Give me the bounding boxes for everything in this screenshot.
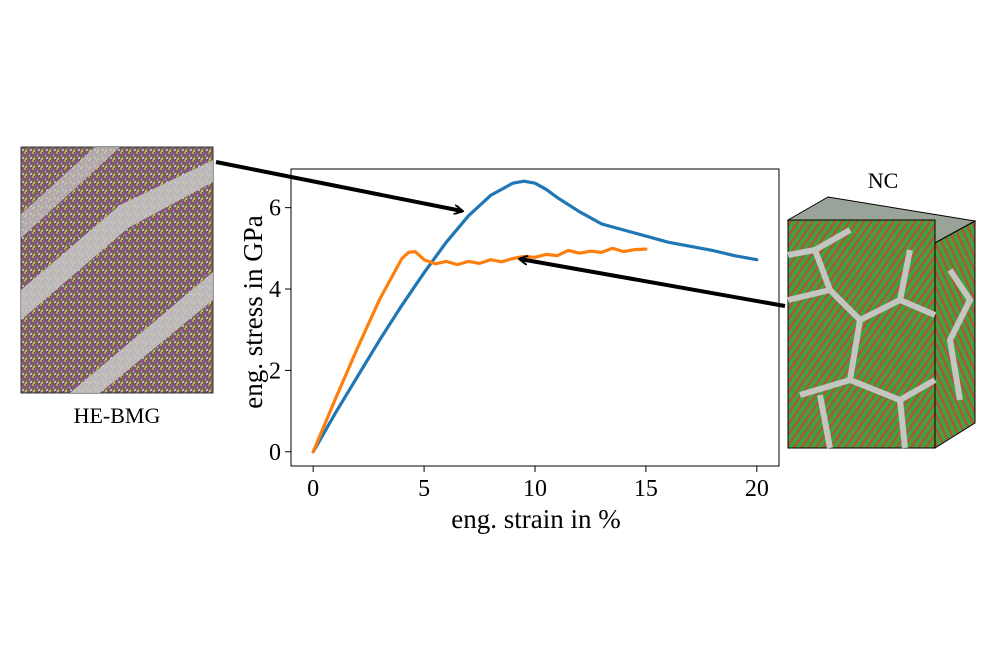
y-tick-label: 6 xyxy=(269,196,281,222)
x-tick-label: 20 xyxy=(745,476,769,502)
x-axis-label: eng. strain in % xyxy=(451,504,620,534)
series-line-1 xyxy=(311,246,648,454)
plot-frame xyxy=(290,168,780,467)
x-tick-label: 0 xyxy=(307,476,319,502)
y-tick-label: 0 xyxy=(269,440,281,466)
y-axis-label: eng. stress in GPa xyxy=(238,215,268,408)
axis-ticks: 0 5 10 15 20 0 2 4 6 xyxy=(269,196,769,502)
bmg-arrow xyxy=(215,160,462,211)
bmg-label: HE-BMG xyxy=(74,403,161,428)
x-tick-label: 10 xyxy=(523,476,547,502)
x-tick-label: 15 xyxy=(634,476,658,502)
bmg-image xyxy=(20,146,214,394)
series-lines xyxy=(311,179,759,454)
y-tick-label: 2 xyxy=(269,358,281,384)
nc-image xyxy=(786,196,977,449)
series-line-0 xyxy=(311,179,759,454)
nc-arrow xyxy=(520,259,786,308)
y-tick-label: 4 xyxy=(269,277,281,303)
nc-label: NC xyxy=(868,168,899,193)
x-tick-label: 5 xyxy=(418,476,430,502)
